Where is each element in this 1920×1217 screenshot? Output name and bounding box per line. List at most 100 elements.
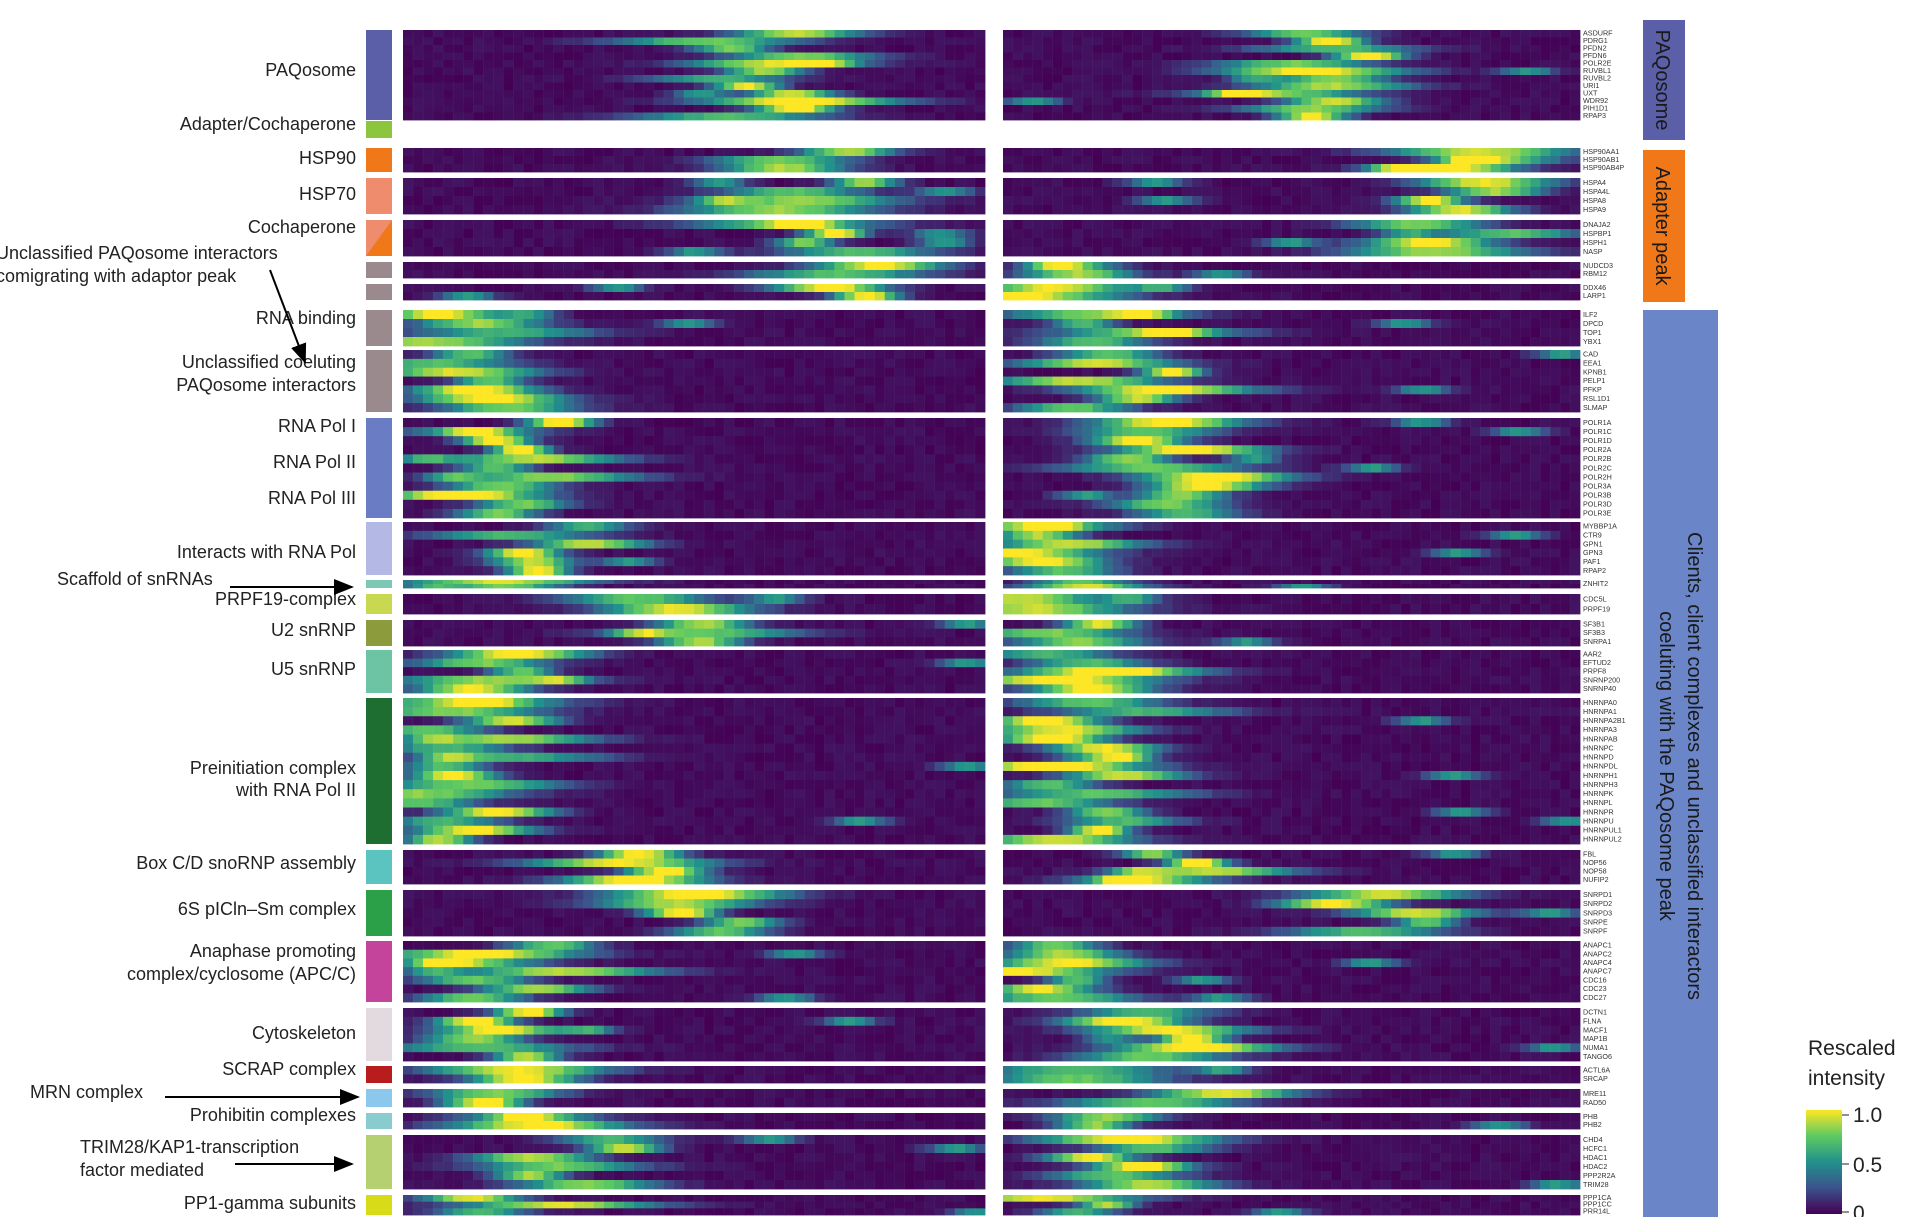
heatmap-cell [934, 707, 946, 717]
heatmap-cell [794, 584, 805, 589]
heatmap-cell [774, 292, 785, 301]
heatmap-cell [563, 45, 574, 53]
heatmap-cell [974, 539, 986, 549]
heatmap-cell [954, 508, 966, 519]
heatmap-cell [894, 539, 906, 549]
heatmap-cell [673, 675, 685, 685]
heatmap-cell [824, 637, 835, 647]
heatmap-cell [483, 584, 494, 589]
heatmap-cell [814, 454, 825, 464]
heatmap-cell [433, 539, 444, 549]
heatmap-cell [854, 247, 865, 257]
heatmap-cell [543, 178, 554, 188]
heatmap-cell [663, 358, 675, 369]
heatmap-cell [704, 725, 715, 735]
heatmap-cell [453, 637, 464, 647]
heatmap-cell [423, 37, 434, 46]
heatmap-cell [483, 650, 494, 659]
heatmap-cell [904, 112, 916, 121]
heatmap-cell [954, 319, 966, 329]
heatmap-cell [944, 472, 956, 483]
heatmap-cell [864, 90, 876, 98]
heatmap-cell [934, 637, 946, 647]
heatmap-cell [974, 436, 986, 446]
heatmap-cell [443, 530, 454, 541]
heatmap-cell [884, 337, 896, 347]
heatmap-cell [914, 67, 926, 76]
heatmap-cell [964, 148, 976, 157]
heatmap-cell [744, 67, 755, 76]
heatmap-cell [904, 667, 916, 677]
heatmap-cell [834, 436, 845, 446]
heatmap-cell [714, 436, 725, 446]
heatmap-cell [583, 196, 595, 206]
heatmap-cell [754, 580, 765, 585]
heatmap-cell [583, 45, 595, 53]
heatmap-cell [543, 60, 554, 68]
heatmap-cell [754, 394, 765, 404]
heatmap-cell [603, 205, 615, 215]
heatmap-cell [523, 707, 534, 717]
heatmap-cell [633, 566, 645, 576]
heatmap-cell [583, 284, 595, 293]
heatmap-cell [513, 229, 524, 239]
heatmap-cell [583, 385, 595, 395]
heatmap-cell [533, 628, 544, 638]
heatmap-cell [493, 403, 504, 413]
heatmap-cell [864, 156, 876, 165]
heatmap-cell [643, 310, 655, 320]
heatmap-cell [593, 350, 605, 360]
heatmap-cell [513, 620, 524, 630]
heatmap-cell [593, 594, 605, 605]
heatmap-cell [453, 628, 464, 638]
heatmap-cell [954, 463, 966, 473]
heatmap-cell [974, 164, 986, 173]
heatmap-cell [764, 90, 775, 98]
heatmap-cell [824, 262, 835, 271]
heatmap-cell [834, 530, 845, 541]
heatmap-cell [694, 328, 705, 338]
heatmap-cell [613, 247, 625, 257]
heatmap-cell [914, 472, 926, 483]
heatmap-cell [603, 620, 615, 630]
heatmap-cell [874, 45, 886, 53]
heatmap-cell [934, 436, 946, 446]
heatmap-cell [673, 725, 685, 735]
heatmap-cell [493, 508, 504, 519]
heatmap-cell [563, 284, 574, 293]
heatmap-cell [593, 82, 605, 91]
heatmap-cell [894, 530, 906, 541]
group-color-bar [366, 310, 392, 346]
heatmap-cell [573, 75, 585, 83]
heatmap-cell [964, 628, 976, 638]
heatmap-cell [653, 319, 665, 329]
heatmap-cell [653, 481, 665, 492]
heatmap-cell [653, 472, 665, 483]
heatmap-cell [673, 472, 685, 483]
heatmap-cell [533, 367, 544, 377]
heatmap-cell [854, 238, 865, 248]
heatmap-cell [513, 270, 524, 279]
heatmap-cell [884, 604, 896, 615]
heatmap-cell [744, 156, 755, 165]
heatmap-cell [483, 292, 494, 301]
heatmap-cell [804, 30, 815, 38]
heatmap-cell [854, 60, 865, 68]
heatmap-cell [884, 445, 896, 455]
heatmap-cell [563, 60, 574, 68]
heatmap-cell [844, 229, 855, 239]
heatmap-cell [473, 418, 484, 428]
heatmap-cell [894, 522, 906, 532]
heatmap-cell [613, 584, 625, 589]
heatmap-cell [433, 105, 444, 113]
heatmap-cell [914, 594, 926, 605]
heatmap-cell [854, 178, 865, 188]
heatmap-cell [954, 205, 966, 215]
heatmap-cell [814, 52, 825, 61]
heatmap-cell [423, 557, 434, 567]
heatmap-cell [673, 604, 685, 615]
heatmap-cell [814, 530, 825, 541]
heatmap-cell [593, 716, 605, 726]
heatmap-cell [463, 522, 474, 532]
heatmap-cell [453, 328, 464, 338]
